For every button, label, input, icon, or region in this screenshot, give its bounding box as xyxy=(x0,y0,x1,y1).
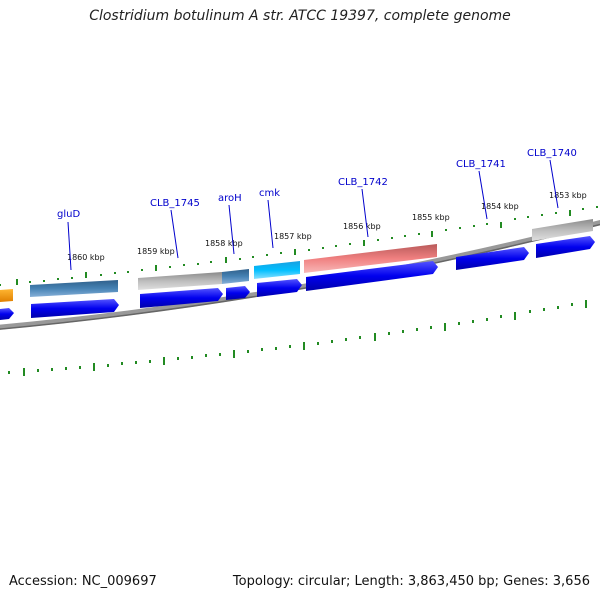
scale-label-1857: 1857 kbp xyxy=(274,232,312,241)
scale-labels: 1860 kbp 1859 kbp 1858 kbp 1857 kbp 1856… xyxy=(67,191,587,262)
gene-label-lines xyxy=(67,159,559,271)
lower-minor-ticks xyxy=(8,303,573,374)
feature-track xyxy=(0,219,593,302)
cds-track xyxy=(0,236,595,320)
map-title: Clostridium botulinum A str. ATCC 19397,… xyxy=(89,8,511,24)
scale-label-1860: 1860 kbp xyxy=(67,253,105,262)
scale-label-1858: 1858 kbp xyxy=(205,239,243,248)
topology-text: Topology: circular; Length: 3,863,450 bp… xyxy=(232,574,590,589)
gene-label-aroh: aroH xyxy=(218,193,242,204)
genome-backbone-shadow xyxy=(0,223,600,330)
upper-major-ticks xyxy=(16,210,571,285)
cds-arrow-left xyxy=(0,308,14,320)
scale-label-1856: 1856 kbp xyxy=(343,222,381,231)
feature-orange xyxy=(0,289,13,302)
cds-arrow-clb1745 xyxy=(140,288,223,308)
upper-minor-ticks xyxy=(0,206,598,286)
upper-scale-ring xyxy=(0,206,598,286)
gene-label-clb1740: CLB_1740 xyxy=(527,148,577,159)
cds-arrow-gludh xyxy=(31,299,119,318)
gene-label-cmk: cmk xyxy=(259,188,280,199)
feature-gludh xyxy=(30,280,118,297)
feature-aroh xyxy=(222,269,249,284)
gene-label-clb1742: CLB_1742 xyxy=(338,177,388,188)
gene-labels: gluD CLB_1745 aroH cmk CLB_1742 CLB_1741… xyxy=(57,148,577,220)
scale-label-1859: 1859 kbp xyxy=(137,247,175,256)
cds-arrow-clb1742 xyxy=(306,261,438,291)
feature-clb1745 xyxy=(138,272,222,290)
gene-label-clb1745: CLB_1745 xyxy=(150,198,200,209)
lower-major-ticks xyxy=(23,300,587,376)
scale-label-1854: 1854 kbp xyxy=(481,202,519,211)
scale-label-1855: 1855 kbp xyxy=(412,213,450,222)
gene-label-glud: gluD xyxy=(57,209,80,220)
feature-clb1742 xyxy=(304,244,437,273)
lower-scale-ring xyxy=(8,300,587,376)
cds-arrow-clb1741 xyxy=(456,247,529,270)
cds-arrow-aroh xyxy=(226,286,250,300)
gene-label-clb1741: CLB_1741 xyxy=(456,159,506,170)
feature-cmk xyxy=(254,261,300,279)
cds-arrow-clb1740 xyxy=(536,236,595,258)
accession-text: Accession: NC_009697 xyxy=(9,574,157,589)
feature-clb1740 xyxy=(532,219,593,241)
scale-label-1853: 1853 kbp xyxy=(549,191,587,200)
cds-arrow-cmk xyxy=(257,279,302,297)
